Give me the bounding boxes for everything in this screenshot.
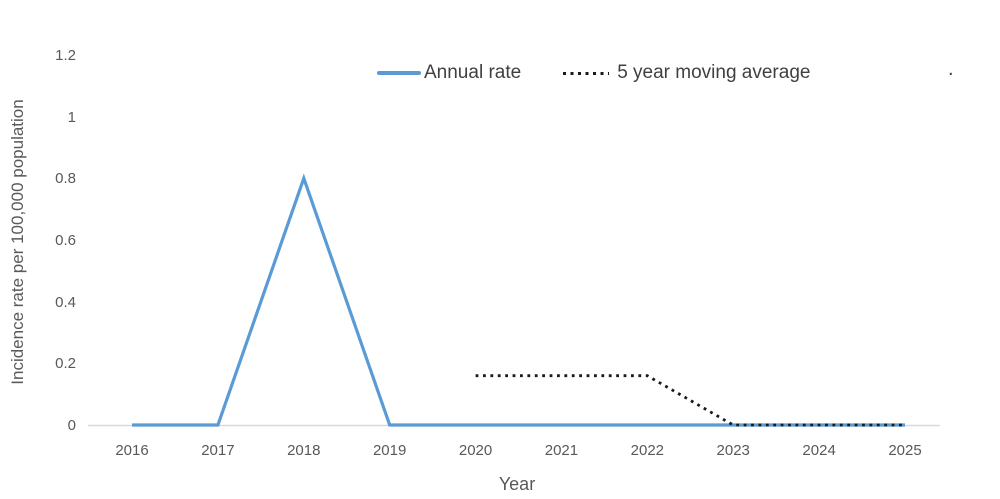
legend-item-moving-average: 5 year moving average [563,62,810,84]
annual-rate-line [132,173,905,427]
legend-label-annual-rate: Annual rate [424,62,522,83]
x-tick-label: 2016 [115,442,149,459]
x-tick-label: 2023 [716,442,750,459]
moving-average-line [475,374,905,427]
x-tick-label: 2022 [630,442,665,459]
y-tick-label: 0.4 [55,293,76,311]
legend-item-annual-rate: Annual rate [377,62,521,84]
x-tick-label: 2018 [287,442,321,459]
y-tick-label: 0 [67,417,76,434]
annual-rate-line-swatch [377,71,421,75]
x-tick-label: 2019 [372,442,407,459]
x-tick-label: 2021 [544,442,579,459]
y-tick-label: 0.6 [55,232,76,249]
legend: Annual rate 5 year moving average [377,62,810,84]
stray-period-glyph: . [948,58,954,80]
y-tick-label: 1.2 [55,47,76,64]
moving-average-line-swatch [563,71,610,75]
x-tick-label: 2024 [802,442,836,459]
x-axis-title: Year [498,474,536,494]
y-tick-label: 1 [67,108,76,126]
y-tick-label: 0.8 [55,170,76,188]
x-tick-label: 2025 [888,442,922,459]
legend-label-moving-average: 5 year moving average [617,62,811,83]
x-tick-label: 2017 [201,442,235,459]
x-tick-label: 2020 [458,442,493,459]
y-tick-label: 0.2 [55,355,76,373]
